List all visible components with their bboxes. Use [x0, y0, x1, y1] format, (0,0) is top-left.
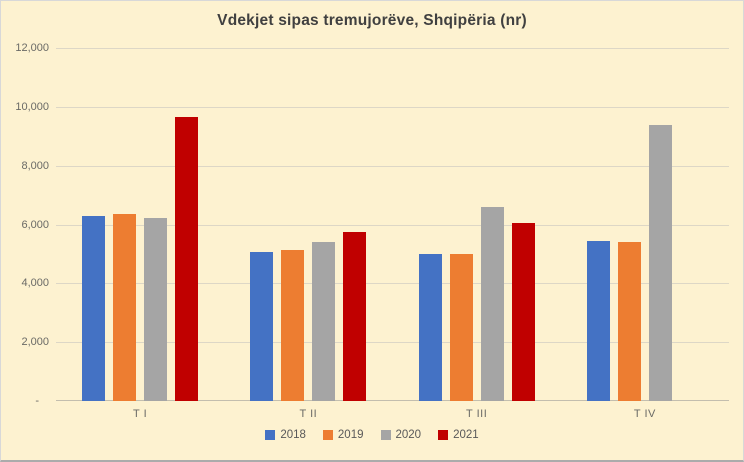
- y-tick-label: -: [35, 395, 39, 407]
- bar-group-TIV: [586, 48, 703, 401]
- bar-2018-TIII: [418, 253, 442, 401]
- bar-2020-TI: [144, 218, 168, 401]
- bar-2020-TII: [312, 242, 336, 401]
- gridline: [56, 106, 729, 108]
- bar-group-TI: [82, 48, 199, 401]
- x-tick-label-TI: T I: [133, 408, 148, 420]
- gridline: [56, 224, 729, 226]
- legend-item-2021: 2021: [438, 429, 479, 441]
- y-tick-label: 12,000: [15, 42, 49, 54]
- x-axis-line: [56, 400, 729, 401]
- gridline: [56, 48, 729, 49]
- bar-2019-TIV: [617, 242, 641, 401]
- y-tick-label: 8,000: [21, 159, 49, 172]
- legend-swatch-2020: [380, 430, 391, 440]
- bar-2018-TI: [82, 215, 106, 401]
- bar-2019-TII: [281, 249, 305, 401]
- gridline: [56, 342, 729, 344]
- x-tick-label-TIII: T III: [466, 408, 488, 420]
- y-tick-label: 4,000: [21, 277, 49, 290]
- bar-2020-TIV: [648, 125, 672, 401]
- bar-group-TIII: [418, 48, 535, 401]
- bar-2019-TI: [113, 213, 137, 401]
- bar-2021-TII: [343, 231, 367, 401]
- legend-label-2018: 2018: [280, 429, 306, 441]
- x-tick-label-TIV: T IV: [633, 408, 656, 420]
- plot-area: [56, 48, 729, 401]
- bar-2021-TIII: [511, 223, 535, 401]
- legend-swatch-2018: [265, 430, 276, 440]
- chart-title: Vdekjet sipas tremujorëve, Shqipëria (nr…: [217, 12, 527, 29]
- legend-swatch-2021: [438, 430, 449, 440]
- bar-2018-TII: [250, 252, 274, 401]
- legend: 2018 2019 2020 2021: [1, 429, 743, 441]
- y-axis-labels: 12,000 10,000 8,000 6,000 4,000 2,000 -: [1, 1, 49, 460]
- gridline: [56, 283, 729, 285]
- bar-2018-TIV: [586, 240, 610, 401]
- bar-2019-TIII: [449, 253, 473, 401]
- legend-item-2018: 2018: [265, 429, 306, 441]
- y-tick-label: 10,000: [15, 100, 49, 113]
- legend-item-2019: 2019: [322, 429, 364, 441]
- legend-label-2021: 2021: [453, 429, 479, 441]
- x-tick-label-TII: T II: [299, 408, 318, 420]
- legend-item-2020: 2020: [380, 429, 422, 441]
- gridline: [56, 165, 729, 167]
- bar-2021-TI: [175, 117, 199, 401]
- bar-group-TII: [250, 48, 367, 401]
- legend-label-2019: 2019: [337, 429, 364, 441]
- legend-label-2020: 2020: [395, 429, 422, 441]
- y-tick-label: 6,000: [21, 218, 49, 231]
- y-tick-label: 2,000: [21, 336, 49, 349]
- bar-2020-TIII: [480, 206, 504, 401]
- legend-swatch-2019: [322, 430, 333, 440]
